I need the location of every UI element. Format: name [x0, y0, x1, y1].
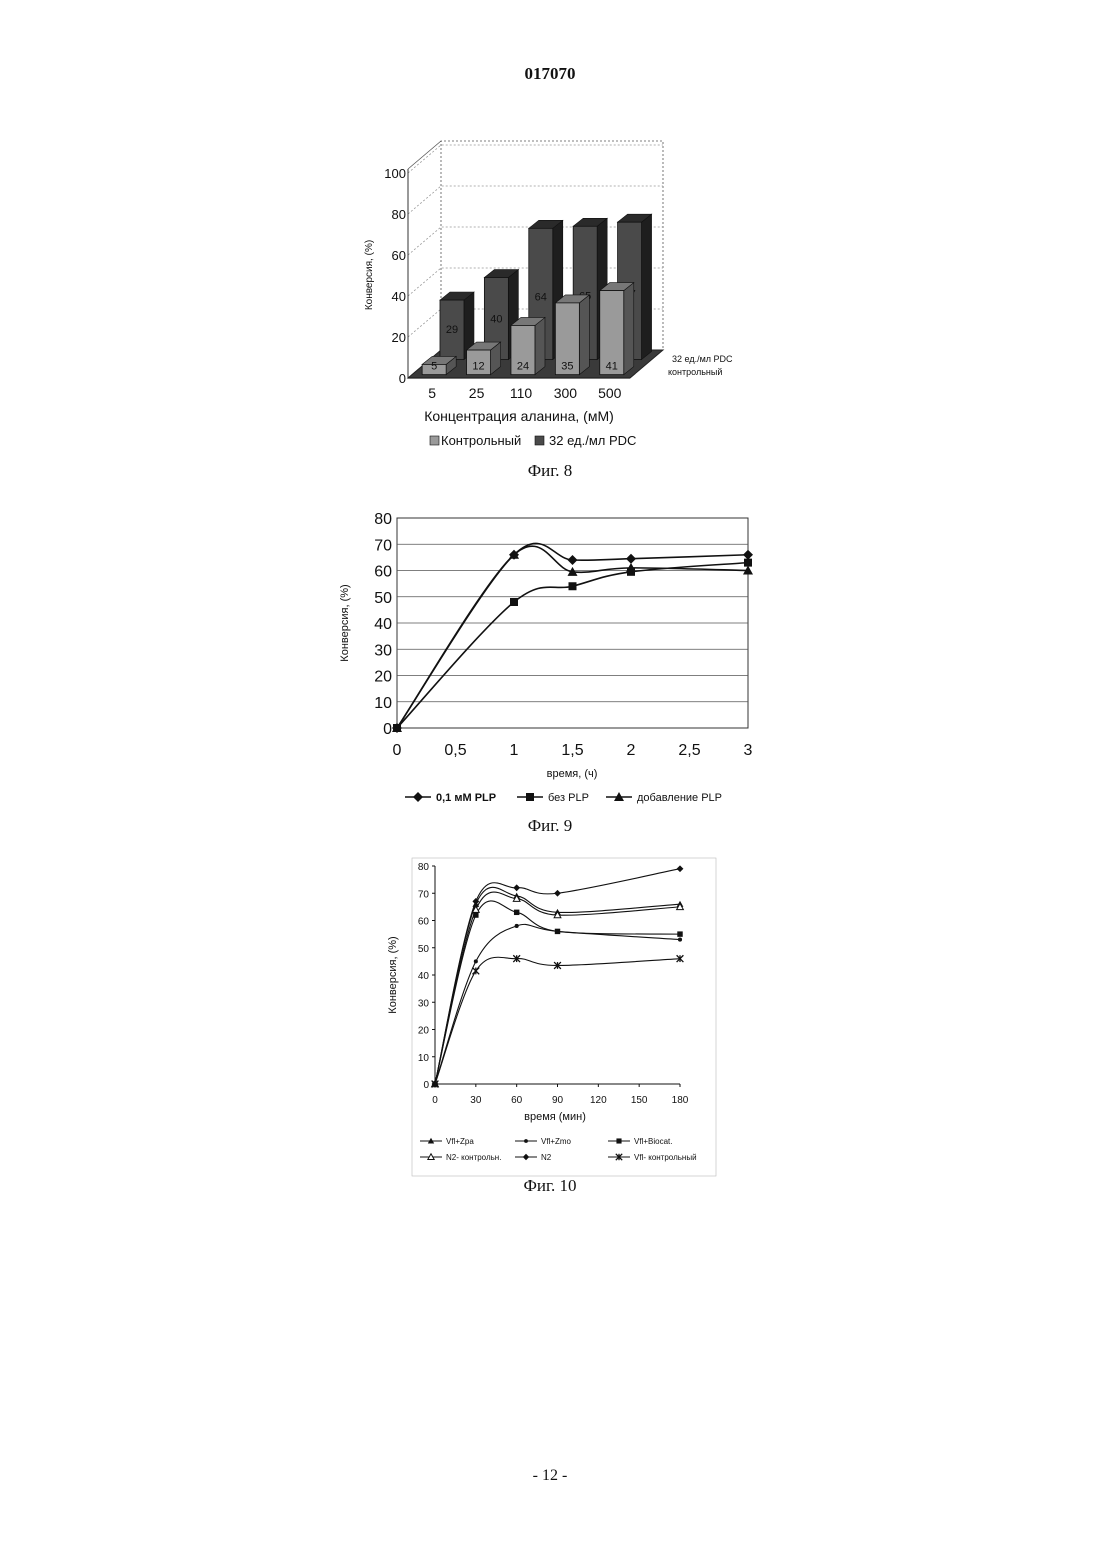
data-point	[515, 924, 519, 928]
y-axis-title: Конверсия, (%)	[387, 936, 399, 1013]
data-point	[555, 929, 560, 934]
x-tick-label: 180	[672, 1095, 689, 1106]
y-tick-label: 20	[418, 1026, 430, 1037]
data-point	[678, 938, 682, 942]
x-tick-label: 60	[511, 1095, 523, 1106]
x-tick-label: 30	[470, 1095, 482, 1106]
legend-label: N2- контрольн.	[446, 1153, 501, 1162]
x-tick-label: 120	[590, 1095, 607, 1106]
data-point	[677, 865, 684, 872]
series-line-4	[435, 869, 680, 1084]
page-number: - 12 -	[0, 1467, 1100, 1485]
series-line-2	[435, 901, 680, 1084]
x-axis-title: время (мин)	[524, 1111, 586, 1123]
x-tick-label: 90	[552, 1095, 564, 1106]
x-tick-label: 150	[631, 1095, 648, 1106]
series-line-3	[435, 892, 680, 1084]
data-point	[677, 931, 682, 936]
legend-marker	[616, 1138, 621, 1143]
data-point	[513, 884, 520, 891]
y-tick-label: 0	[423, 1080, 429, 1091]
y-tick-label: 40	[418, 971, 430, 982]
legend-label: Vfl- контрольный	[634, 1153, 697, 1162]
y-tick-label: 30	[418, 998, 430, 1009]
figure-10-line-chart: 0 10 20 30 40 50 60 70 80 0 30 60 90 120 150 180 время (…	[0, 0, 1100, 1180]
legend-label: Vfl+Biocat.	[634, 1137, 672, 1146]
y-tick-label: 80	[418, 862, 430, 873]
y-tick-label: 10	[418, 1053, 430, 1064]
legend-label: Vfl+Zpa	[446, 1137, 474, 1146]
figure-10-caption: Фиг. 10	[0, 1176, 1100, 1196]
legend-label: N2	[541, 1153, 552, 1162]
x-tick-label: 0	[432, 1095, 438, 1106]
y-tick-label: 50	[418, 944, 430, 955]
data-point	[514, 910, 519, 915]
y-tick-label: 60	[418, 917, 430, 928]
data-point	[474, 959, 478, 963]
series-line-5	[435, 957, 680, 1084]
data-point	[554, 890, 561, 897]
data-point	[472, 968, 479, 975]
legend-marker	[523, 1154, 529, 1160]
legend-marker	[524, 1139, 528, 1143]
series-line-1	[435, 924, 680, 1084]
legend: Vfl+Zpa Vfl+Zmo Vfl+Biocat. N2- контрольн. N…	[420, 1137, 697, 1162]
figure-frame	[412, 858, 716, 1176]
legend-label: Vfl+Zmo	[541, 1137, 572, 1146]
y-tick-label: 70	[418, 889, 430, 900]
